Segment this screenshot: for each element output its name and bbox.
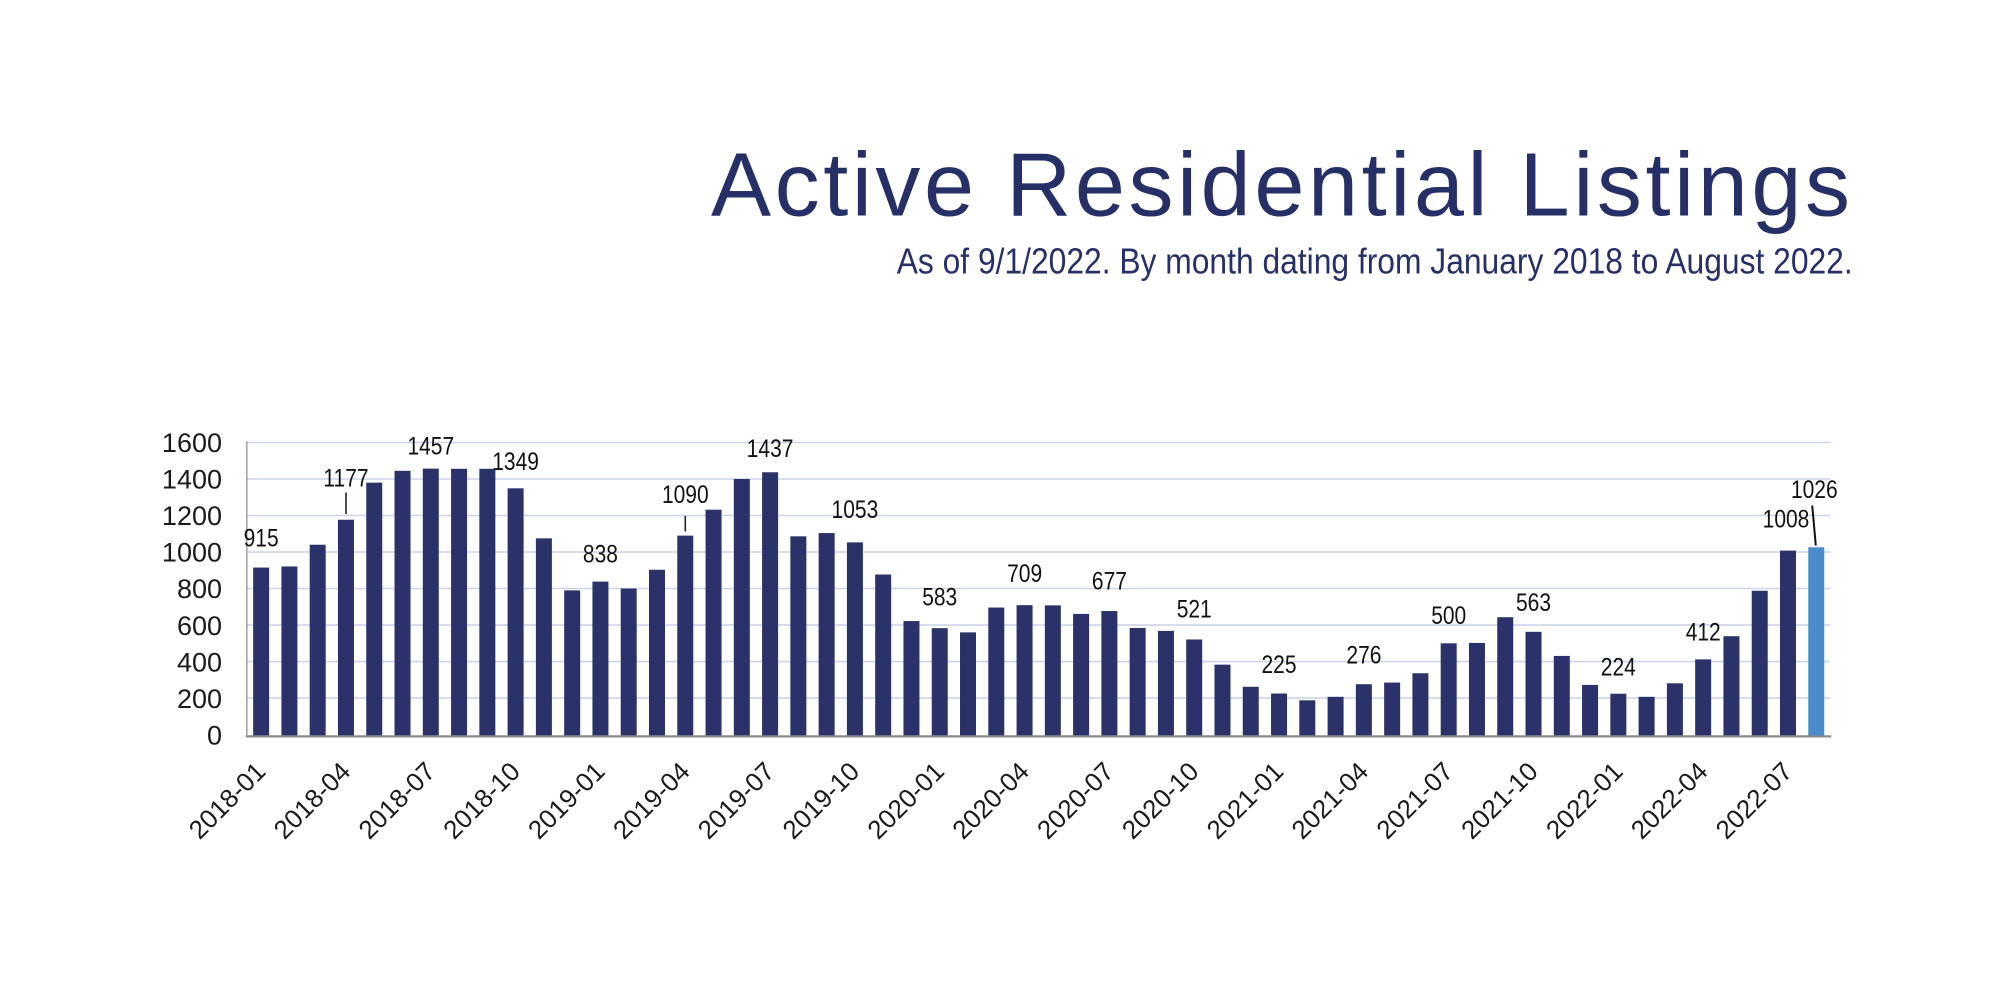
- svg-text:521: 521: [1177, 595, 1212, 623]
- svg-text:1000: 1000: [162, 538, 222, 568]
- svg-text:1457: 1457: [407, 432, 454, 460]
- svg-text:563: 563: [1516, 588, 1551, 616]
- svg-text:583: 583: [922, 583, 957, 611]
- svg-text:1026: 1026: [1791, 475, 1838, 503]
- svg-text:709: 709: [1007, 559, 1042, 587]
- svg-text:400: 400: [177, 647, 222, 677]
- svg-text:1349: 1349: [492, 447, 539, 475]
- svg-text:1008: 1008: [1763, 505, 1810, 533]
- svg-text:200: 200: [177, 684, 222, 714]
- svg-text:225: 225: [1261, 650, 1296, 678]
- svg-text:Active Residential Listings: Active Residential Listings: [711, 136, 1850, 236]
- svg-text:412: 412: [1686, 618, 1721, 646]
- svg-text:600: 600: [177, 611, 222, 641]
- svg-text:1053: 1053: [832, 495, 879, 523]
- svg-text:500: 500: [1431, 601, 1466, 629]
- svg-text:1600: 1600: [162, 428, 222, 458]
- svg-text:677: 677: [1092, 567, 1127, 595]
- svg-text:1200: 1200: [162, 501, 222, 531]
- svg-text:1177: 1177: [323, 464, 368, 492]
- svg-text:915: 915: [244, 524, 279, 552]
- svg-text:1437: 1437: [747, 434, 794, 462]
- svg-text:276: 276: [1346, 641, 1381, 669]
- svg-text:838: 838: [583, 540, 618, 568]
- svg-text:As of 9/1/2022. By month datin: As of 9/1/2022. By month dating from Jan…: [897, 241, 1853, 282]
- svg-text:1090: 1090: [662, 480, 709, 508]
- svg-text:800: 800: [177, 574, 222, 604]
- svg-text:0: 0: [207, 720, 222, 750]
- svg-text:1400: 1400: [162, 465, 222, 495]
- svg-text:224: 224: [1601, 653, 1636, 681]
